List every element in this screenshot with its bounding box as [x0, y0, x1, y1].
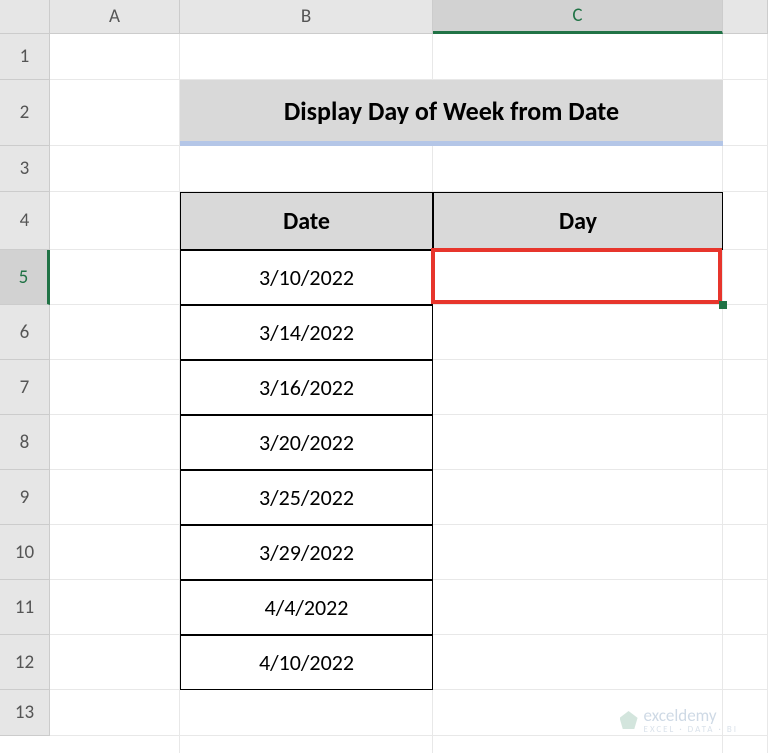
select-all-corner[interactable]	[0, 0, 50, 34]
header-date[interactable]: Date	[180, 192, 433, 250]
row-headers: 12345678910111213	[0, 34, 50, 736]
row-header-1[interactable]: 1	[0, 34, 50, 80]
row-header-6[interactable]: 6	[0, 305, 50, 360]
column-header-extra	[723, 0, 768, 34]
date-cell-8[interactable]: 3/20/2022	[180, 415, 433, 470]
grid-area[interactable]: Display Day of Week from Date DateDay3/10…	[50, 34, 768, 753]
date-cell-12[interactable]: 4/10/2022	[180, 635, 433, 690]
date-cell-11[interactable]: 4/4/2022	[180, 580, 433, 635]
row-header-12[interactable]: 12	[0, 635, 50, 690]
selection-outline	[431, 248, 722, 304]
row-header-11[interactable]: 11	[0, 580, 50, 635]
row-header-5[interactable]: 5	[0, 250, 50, 305]
row-header-13[interactable]: 13	[0, 690, 50, 736]
row-header-2[interactable]: 2	[0, 80, 50, 146]
fill-handle[interactable]	[719, 301, 727, 309]
date-cell-10[interactable]: 3/29/2022	[180, 525, 433, 580]
column-header-b[interactable]: B	[180, 0, 433, 34]
row-header-10[interactable]: 10	[0, 525, 50, 580]
header-day[interactable]: Day	[433, 192, 723, 250]
date-cell-5[interactable]: 3/10/2022	[180, 250, 433, 305]
row-header-3[interactable]: 3	[0, 146, 50, 192]
column-header-a[interactable]: A	[50, 0, 180, 34]
row-header-9[interactable]: 9	[0, 470, 50, 525]
column-header-c[interactable]: C	[433, 0, 723, 34]
column-headers: ABC	[50, 0, 768, 34]
row-header-8[interactable]: 8	[0, 415, 50, 470]
date-cell-7[interactable]: 3/16/2022	[180, 360, 433, 415]
title-cell: Display Day of Week from Date	[180, 80, 723, 146]
spreadsheet: ABC 12345678910111213 Display Day of Wee…	[0, 0, 768, 753]
date-cell-6[interactable]: 3/14/2022	[180, 305, 433, 360]
row-header-4[interactable]: 4	[0, 192, 50, 250]
row-header-7[interactable]: 7	[0, 360, 50, 415]
date-cell-9[interactable]: 3/25/2022	[180, 470, 433, 525]
